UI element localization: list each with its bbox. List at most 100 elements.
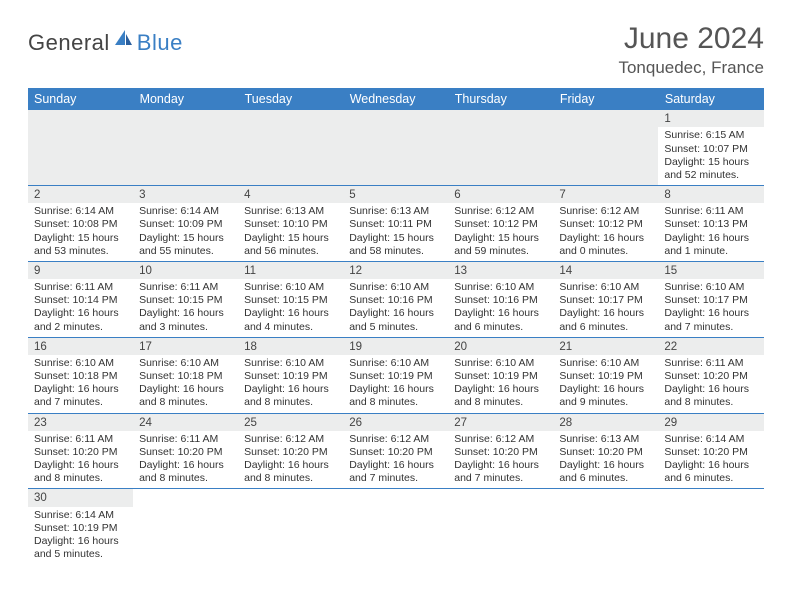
day-number: 12 (343, 262, 448, 279)
sunset-text: Sunset: 10:18 PM (139, 370, 232, 383)
sunrise-text: Sunrise: 6:11 AM (664, 205, 757, 218)
sunrise-text: Sunrise: 6:14 AM (34, 205, 127, 218)
day-body: Sunrise: 6:11 AMSunset: 10:20 PMDaylight… (28, 431, 133, 489)
daylight-text: Daylight: 15 hours and 55 minutes. (139, 232, 232, 258)
day-cell: 17Sunrise: 6:10 AMSunset: 10:18 PMDaylig… (133, 337, 238, 413)
day-body: Sunrise: 6:11 AMSunset: 10:15 PMDaylight… (133, 279, 238, 337)
day-cell: 12Sunrise: 6:10 AMSunset: 10:16 PMDaylig… (343, 261, 448, 337)
day-number: 22 (658, 338, 763, 355)
month-title: June 2024 (618, 22, 764, 56)
header: General Blue June 2024 Tonquedec, France (28, 22, 764, 78)
sunset-text: Sunset: 10:07 PM (664, 143, 757, 156)
sunrise-text: Sunrise: 6:10 AM (454, 357, 547, 370)
daylight-text: Daylight: 16 hours and 6 minutes. (559, 307, 652, 333)
day-cell: 10Sunrise: 6:11 AMSunset: 10:15 PMDaylig… (133, 261, 238, 337)
sunset-text: Sunset: 10:17 PM (559, 294, 652, 307)
day-number: 29 (658, 414, 763, 431)
sunset-text: Sunset: 10:15 PM (244, 294, 337, 307)
day-body: Sunrise: 6:13 AMSunset: 10:20 PMDaylight… (553, 431, 658, 489)
day-cell: 7Sunrise: 6:12 AMSunset: 10:12 PMDayligh… (553, 185, 658, 261)
day-number: 4 (238, 186, 343, 203)
week-row: 9Sunrise: 6:11 AMSunset: 10:14 PMDayligh… (28, 261, 764, 337)
sunrise-text: Sunrise: 6:12 AM (349, 433, 442, 446)
day-number: 18 (238, 338, 343, 355)
daylight-text: Daylight: 16 hours and 8 minutes. (454, 383, 547, 409)
weekday-header: Monday (133, 88, 238, 110)
sunrise-text: Sunrise: 6:10 AM (349, 357, 442, 370)
daylight-text: Daylight: 16 hours and 5 minutes. (34, 535, 127, 561)
sunset-text: Sunset: 10:15 PM (139, 294, 232, 307)
day-body: Sunrise: 6:14 AMSunset: 10:08 PMDaylight… (28, 203, 133, 261)
sunset-text: Sunset: 10:14 PM (34, 294, 127, 307)
sunrise-text: Sunrise: 6:10 AM (34, 357, 127, 370)
day-number: 21 (553, 338, 658, 355)
day-cell: 29Sunrise: 6:14 AMSunset: 10:20 PMDaylig… (658, 413, 763, 489)
day-body: Sunrise: 6:10 AMSunset: 10:16 PMDaylight… (343, 279, 448, 337)
day-cell: 26Sunrise: 6:12 AMSunset: 10:20 PMDaylig… (343, 413, 448, 489)
day-body: Sunrise: 6:13 AMSunset: 10:11 PMDaylight… (343, 203, 448, 261)
daylight-text: Daylight: 16 hours and 8 minutes. (349, 383, 442, 409)
sunset-text: Sunset: 10:20 PM (349, 446, 442, 459)
empty-cell (343, 110, 448, 185)
day-body: Sunrise: 6:10 AMSunset: 10:17 PMDaylight… (553, 279, 658, 337)
sunset-text: Sunset: 10:20 PM (454, 446, 547, 459)
weekday-header: Tuesday (238, 88, 343, 110)
day-cell: 18Sunrise: 6:10 AMSunset: 10:19 PMDaylig… (238, 337, 343, 413)
day-cell: 8Sunrise: 6:11 AMSunset: 10:13 PMDayligh… (658, 185, 763, 261)
day-cell: 15Sunrise: 6:10 AMSunset: 10:17 PMDaylig… (658, 261, 763, 337)
empty-cell (133, 110, 238, 185)
sunrise-text: Sunrise: 6:14 AM (139, 205, 232, 218)
sunset-text: Sunset: 10:13 PM (664, 218, 757, 231)
day-body: Sunrise: 6:10 AMSunset: 10:17 PMDaylight… (658, 279, 763, 337)
week-row: 16Sunrise: 6:10 AMSunset: 10:18 PMDaylig… (28, 337, 764, 413)
sunrise-text: Sunrise: 6:11 AM (139, 281, 232, 294)
sunrise-text: Sunrise: 6:11 AM (34, 281, 127, 294)
daylight-text: Daylight: 16 hours and 8 minutes. (244, 459, 337, 485)
day-body: Sunrise: 6:10 AMSunset: 10:19 PMDaylight… (343, 355, 448, 413)
day-body: Sunrise: 6:11 AMSunset: 10:14 PMDaylight… (28, 279, 133, 337)
daylight-text: Daylight: 16 hours and 1 minute. (664, 232, 757, 258)
sunset-text: Sunset: 10:20 PM (559, 446, 652, 459)
day-cell: 21Sunrise: 6:10 AMSunset: 10:19 PMDaylig… (553, 337, 658, 413)
daylight-text: Daylight: 16 hours and 8 minutes. (244, 383, 337, 409)
weekday-header: Friday (553, 88, 658, 110)
empty-cell (553, 489, 658, 564)
empty-cell (343, 489, 448, 564)
day-cell: 19Sunrise: 6:10 AMSunset: 10:19 PMDaylig… (343, 337, 448, 413)
day-cell: 11Sunrise: 6:10 AMSunset: 10:15 PMDaylig… (238, 261, 343, 337)
sunset-text: Sunset: 10:16 PM (349, 294, 442, 307)
day-body: Sunrise: 6:14 AMSunset: 10:09 PMDaylight… (133, 203, 238, 261)
weekday-header: Thursday (448, 88, 553, 110)
day-body: Sunrise: 6:12 AMSunset: 10:12 PMDaylight… (553, 203, 658, 261)
day-number: 30 (28, 489, 133, 506)
brand-text-2: Blue (137, 30, 183, 56)
sunset-text: Sunset: 10:08 PM (34, 218, 127, 231)
sunrise-text: Sunrise: 6:10 AM (559, 281, 652, 294)
empty-cell (658, 489, 763, 564)
brand-text-1: General (28, 30, 110, 56)
day-body: Sunrise: 6:10 AMSunset: 10:18 PMDaylight… (28, 355, 133, 413)
daylight-text: Daylight: 16 hours and 7 minutes. (34, 383, 127, 409)
sunset-text: Sunset: 10:17 PM (664, 294, 757, 307)
sunset-text: Sunset: 10:19 PM (454, 370, 547, 383)
day-body: Sunrise: 6:10 AMSunset: 10:15 PMDaylight… (238, 279, 343, 337)
day-cell: 6Sunrise: 6:12 AMSunset: 10:12 PMDayligh… (448, 185, 553, 261)
empty-cell (448, 489, 553, 564)
day-body: Sunrise: 6:12 AMSunset: 10:20 PMDaylight… (343, 431, 448, 489)
day-body: Sunrise: 6:13 AMSunset: 10:10 PMDaylight… (238, 203, 343, 261)
sunrise-text: Sunrise: 6:10 AM (559, 357, 652, 370)
day-number: 7 (553, 186, 658, 203)
daylight-text: Daylight: 16 hours and 7 minutes. (664, 307, 757, 333)
day-cell: 16Sunrise: 6:10 AMSunset: 10:18 PMDaylig… (28, 337, 133, 413)
sunset-text: Sunset: 10:19 PM (244, 370, 337, 383)
sunset-text: Sunset: 10:20 PM (664, 446, 757, 459)
sunrise-text: Sunrise: 6:14 AM (664, 433, 757, 446)
day-body: Sunrise: 6:10 AMSunset: 10:19 PMDaylight… (238, 355, 343, 413)
day-number: 17 (133, 338, 238, 355)
day-body: Sunrise: 6:14 AMSunset: 10:19 PMDaylight… (28, 507, 133, 565)
sunset-text: Sunset: 10:16 PM (454, 294, 547, 307)
day-number: 23 (28, 414, 133, 431)
sunset-text: Sunset: 10:12 PM (559, 218, 652, 231)
day-number: 27 (448, 414, 553, 431)
daylight-text: Daylight: 16 hours and 8 minutes. (139, 459, 232, 485)
